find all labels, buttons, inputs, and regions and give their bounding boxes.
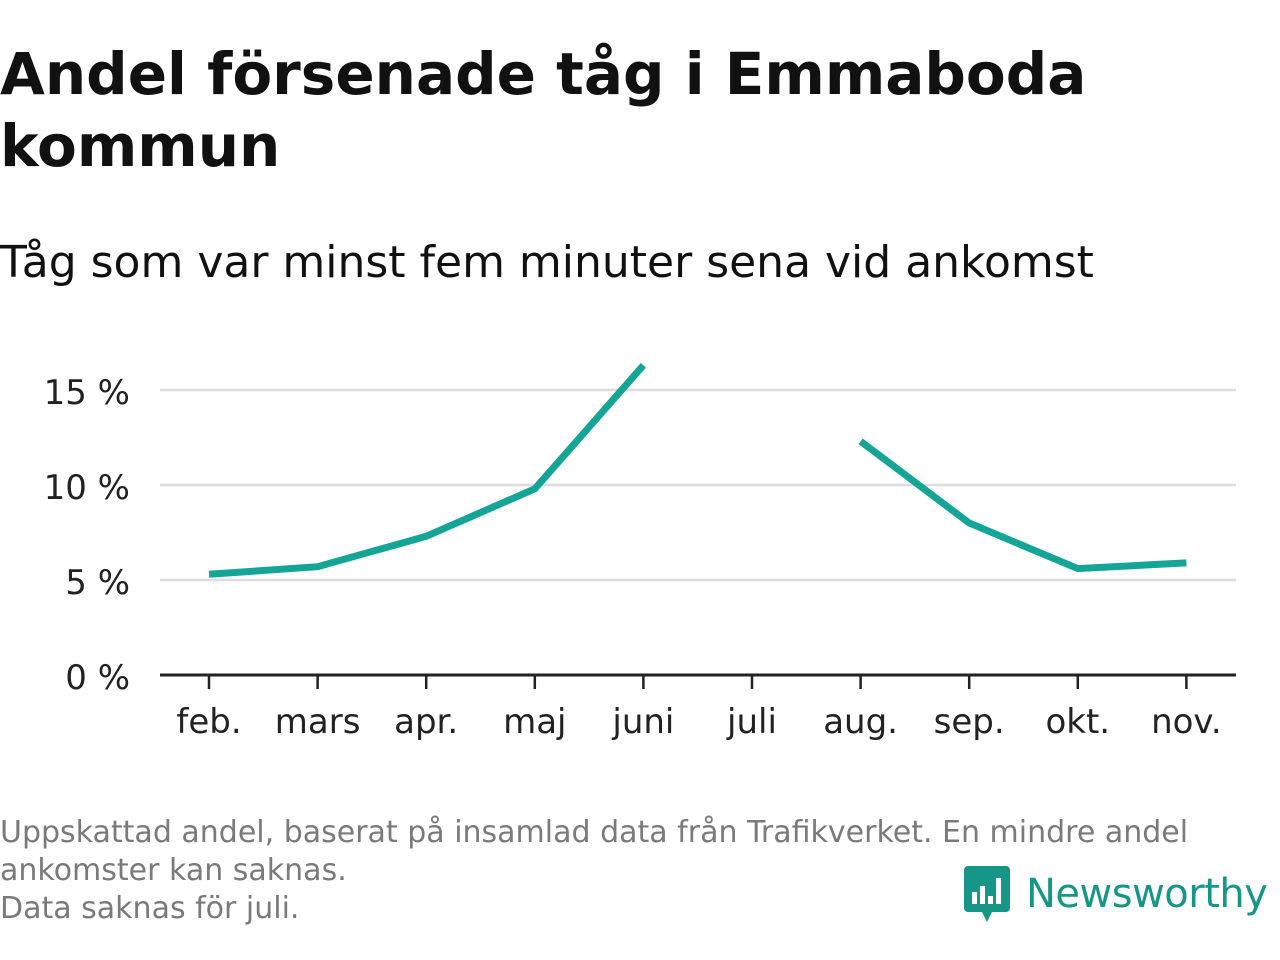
y-tick-label: 15 % xyxy=(44,373,130,413)
newsworthy-bar-chart-icon xyxy=(964,866,1010,922)
gridlines xyxy=(160,388,1236,582)
footnote-line-3: Data saknas för juli. xyxy=(0,891,300,926)
footnote-line-1: Uppskattad andel, baserat på insamlad da… xyxy=(0,815,1189,850)
line-chart: 0 % 5 % 10 % 15 % feb. mars apr. maj juni juli au… xyxy=(44,362,1236,742)
x-tick-label: nov. xyxy=(1151,702,1222,742)
x-axis: feb. mars apr. maj juni juli aug. sep. okt. nov. xyxy=(160,673,1236,742)
x-tick-label: juni xyxy=(611,702,674,742)
chart-title: Andel försenade tåg i Emmaboda kommun xyxy=(0,40,1087,180)
series-line xyxy=(208,362,647,578)
footnote: Uppskattad andel, baserat på insamlad da… xyxy=(0,814,1270,928)
x-tick-label: sep. xyxy=(934,702,1005,742)
x-tick-label: feb. xyxy=(176,702,241,742)
series-lines xyxy=(208,362,1187,578)
x-tick-label: maj xyxy=(503,702,566,742)
y-tick-label: 5 % xyxy=(65,563,130,603)
brand-logo: Newsworthy xyxy=(962,862,1268,926)
x-tick-label: mars xyxy=(275,702,361,742)
chart-subtitle: Tåg som var minst fem minuter sena vid a… xyxy=(0,237,1094,288)
x-tick-label: aug. xyxy=(823,702,898,742)
brand-name: Newsworthy xyxy=(1026,871,1268,917)
x-tick-label: okt. xyxy=(1045,702,1110,742)
footnote-line-2: ankomster kan saknas. xyxy=(0,853,347,888)
y-tick-label: 0 % xyxy=(65,658,130,698)
x-tick-label: juli xyxy=(726,702,777,742)
series-line xyxy=(858,438,1187,573)
y-tick-label: 10 % xyxy=(44,468,130,508)
y-axis-tick-labels: 0 % 5 % 10 % 15 % xyxy=(44,373,130,698)
x-tick-label: apr. xyxy=(394,702,458,742)
